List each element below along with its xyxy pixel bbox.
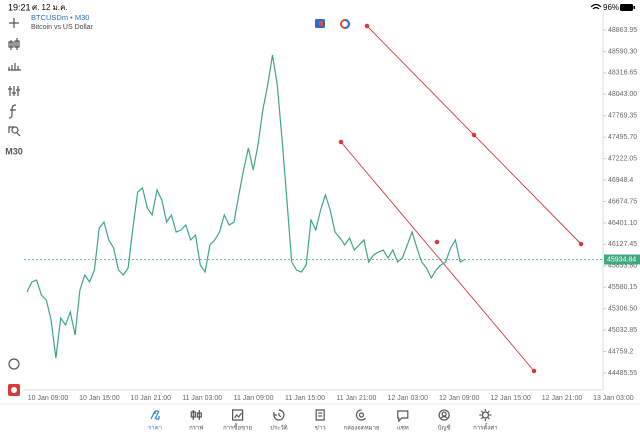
nav-item[interactable]: กราฟ bbox=[189, 410, 204, 432]
trend-point[interactable] bbox=[364, 23, 370, 29]
nav-label: กราฟ bbox=[189, 425, 203, 432]
nav-label: ข่าว bbox=[315, 425, 326, 432]
nav-item[interactable]: กล่องจดหมาย bbox=[343, 409, 380, 432]
x-tick-label: 11 Jan 15:00 bbox=[285, 395, 325, 402]
nav-label: ประวัติ bbox=[270, 425, 288, 432]
chart-subtitle: Bitcoin vs US Dollar bbox=[31, 24, 94, 31]
nav-item[interactable]: ประวัติ bbox=[270, 409, 288, 432]
x-tick-label: 11 Jan 03:00 bbox=[182, 395, 222, 402]
objects-tool[interactable] bbox=[8, 126, 21, 137]
app-badge-dot bbox=[11, 387, 17, 393]
current-price-box bbox=[604, 254, 640, 265]
trend-point[interactable] bbox=[531, 368, 537, 374]
status-date: ศ. 12 ม.ค. bbox=[32, 3, 68, 12]
nav-item[interactable]: การซื้อขาย bbox=[223, 409, 252, 432]
y-tick-label: 47769.35 bbox=[608, 113, 637, 120]
nav-item[interactable]: การตั้งค่า bbox=[473, 409, 498, 432]
x-tick-label: 10 Jan 15:00 bbox=[79, 395, 120, 402]
search-tool[interactable] bbox=[8, 358, 20, 370]
timeframe-button[interactable]: M30 bbox=[5, 146, 23, 156]
x-tick-label: 10 Jan 09:00 bbox=[28, 395, 69, 402]
current-price-label: 45934.84 bbox=[607, 256, 636, 263]
y-tick-label: 44485.55 bbox=[608, 370, 637, 377]
y-tick-label: 45853.80 bbox=[608, 263, 637, 270]
y-tick-label: 46127.45 bbox=[608, 241, 637, 248]
y-tick-label: 48316.65 bbox=[608, 70, 637, 77]
wifi-icon bbox=[590, 3, 602, 10]
nav-item[interactable]: ราคา bbox=[148, 410, 162, 432]
battery-icon bbox=[620, 4, 635, 11]
y-tick-label: 48590.30 bbox=[608, 48, 637, 55]
left-toolbar bbox=[8, 18, 21, 370]
y-tick-label: 47222.05 bbox=[608, 155, 637, 162]
y-tick-label: 46948.4 bbox=[608, 177, 633, 184]
nav-icon bbox=[479, 409, 492, 421]
nav-label: ราคา bbox=[148, 425, 162, 432]
y-tick-label: 45580.15 bbox=[608, 284, 637, 291]
chart-type-tool[interactable] bbox=[8, 38, 20, 50]
y-tick-label: 46674.75 bbox=[608, 198, 637, 205]
nav-label: แชท bbox=[397, 425, 409, 432]
nav-label: กล่องจดหมาย bbox=[343, 425, 379, 432]
trend-line[interactable] bbox=[340, 141, 535, 372]
indicators-tool[interactable] bbox=[8, 63, 21, 71]
x-tick-label: 12 Jan 15:00 bbox=[490, 395, 531, 402]
y-tick-label: 48043.00 bbox=[608, 91, 637, 98]
trend-point[interactable] bbox=[338, 139, 344, 145]
y-tick-label: 44759.2 bbox=[608, 348, 633, 355]
chart-title: BTCUSDm • M30 bbox=[31, 13, 89, 22]
settings-tool[interactable] bbox=[8, 86, 20, 96]
y-tick-label: 45306.50 bbox=[608, 306, 637, 313]
y-tick-label: 47495.70 bbox=[608, 134, 637, 141]
nav-icon bbox=[315, 409, 325, 421]
y-tick-label: 46401.10 bbox=[608, 220, 637, 227]
x-tick-label: 12 Jan 21:00 bbox=[542, 395, 583, 402]
trend-lines[interactable] bbox=[338, 23, 584, 374]
trend-point[interactable] bbox=[434, 239, 440, 245]
x-tick-label: 12 Jan 03:00 bbox=[388, 395, 429, 402]
trade-button-part bbox=[319, 21, 323, 26]
one-click-button-part bbox=[344, 19, 350, 29]
nav-icon bbox=[355, 409, 366, 421]
nav-icon bbox=[190, 410, 202, 420]
x-tick-label: 11 Jan 09:00 bbox=[234, 395, 274, 402]
bottom-nav: ราคา กราฟ การซื้อขาย ประวัติ ข่าว กล่องจดหมาย… bbox=[148, 409, 498, 432]
nav-label: การตั้งค่า bbox=[473, 422, 497, 432]
x-tick-label: 13 Jan 03:00 bbox=[593, 395, 634, 402]
y-tick-label: 48863.95 bbox=[608, 27, 637, 34]
nav-item[interactable]: บัญชี bbox=[438, 409, 451, 432]
nav-item[interactable]: ข่าว bbox=[315, 409, 326, 432]
price-line bbox=[26, 54, 466, 359]
nav-icon bbox=[438, 409, 450, 421]
nav-label: การซื้อขาย bbox=[223, 422, 252, 432]
nav-icon bbox=[397, 410, 409, 423]
function-tool[interactable] bbox=[8, 104, 17, 119]
y-tick-label: 45032.85 bbox=[608, 327, 637, 334]
nav-icon bbox=[150, 410, 160, 420]
x-tick-label: 10 Jan 21:00 bbox=[131, 395, 172, 402]
nav-icon bbox=[273, 409, 285, 421]
x-tick-label: 11 Jan 21:00 bbox=[336, 395, 376, 402]
nav-item[interactable]: แชท bbox=[397, 410, 409, 432]
trend-point[interactable] bbox=[578, 241, 584, 247]
nav-label: บัญชี bbox=[438, 424, 451, 432]
status-time: 19:21 bbox=[8, 2, 31, 12]
x-tick-label: 12 Jan 09:00 bbox=[439, 395, 480, 402]
nav-icon bbox=[232, 409, 244, 421]
trend-point[interactable] bbox=[471, 132, 477, 138]
battery-level: 96% bbox=[603, 3, 619, 12]
crosshair-tool[interactable] bbox=[9, 18, 19, 28]
